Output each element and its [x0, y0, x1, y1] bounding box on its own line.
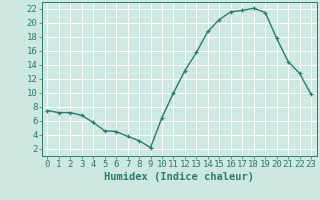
- X-axis label: Humidex (Indice chaleur): Humidex (Indice chaleur): [104, 172, 254, 182]
